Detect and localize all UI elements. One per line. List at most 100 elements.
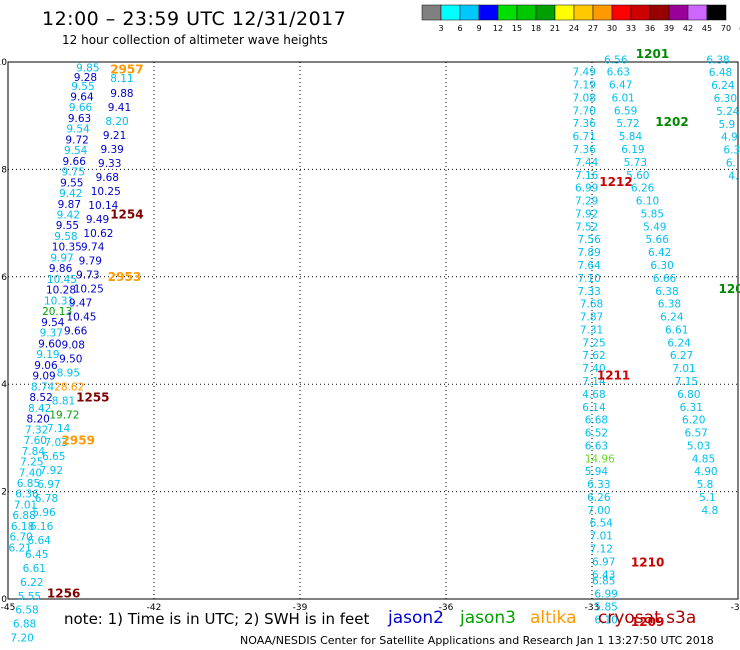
data-point-label: 7.70 bbox=[573, 105, 596, 117]
data-point-label: 7.14 bbox=[47, 423, 71, 435]
colorbar-swatch bbox=[478, 4, 499, 21]
data-point-label: 6.31 bbox=[680, 402, 703, 414]
x-tick-label: -33 bbox=[585, 603, 600, 613]
data-point-label: 5.96 bbox=[32, 507, 56, 519]
colorbar-swatch bbox=[459, 4, 480, 21]
data-point-label: 7.89 bbox=[577, 247, 600, 259]
data-point-label: 7.44 bbox=[575, 157, 599, 169]
data-point-label: 6.43 bbox=[592, 569, 615, 581]
colorbar-swatch bbox=[649, 4, 670, 21]
colorbar-swatch bbox=[687, 4, 708, 21]
data-point-label: 8.11 bbox=[110, 73, 133, 85]
data-point-label: 10.28 bbox=[46, 285, 76, 297]
colorbar-swatch bbox=[706, 4, 727, 21]
data-point-label: 6. bbox=[726, 157, 736, 169]
legend-altika: altika bbox=[530, 608, 577, 628]
data-point-label: 7.20 bbox=[10, 633, 33, 645]
data-point-label: 6.38 bbox=[658, 299, 681, 311]
footer-note: note: 1) Time is in UTC; 2) SWH is in fe… bbox=[64, 610, 370, 628]
data-point-label: 1254 bbox=[110, 208, 143, 222]
data-point-label: 7.32 bbox=[25, 424, 48, 436]
data-point-label: 6.21 bbox=[8, 542, 31, 554]
data-point-label: 8.95 bbox=[57, 367, 80, 379]
data-point-label: 1210 bbox=[631, 555, 664, 569]
data-point-label: 6.10 bbox=[636, 196, 659, 208]
data-point-label: 6.24 bbox=[660, 312, 684, 324]
data-point-label: 7.15 bbox=[675, 376, 698, 388]
data-point-label: 7.31 bbox=[580, 324, 603, 336]
data-point-label: 14.96 bbox=[585, 453, 615, 465]
data-point-label: 10.35 bbox=[52, 242, 82, 254]
data-point-label: 6.58 bbox=[15, 605, 38, 617]
data-point-label: 6.56 bbox=[604, 54, 628, 66]
data-point-label: 10.31 bbox=[44, 295, 74, 307]
colorbar-swatch bbox=[611, 4, 632, 21]
data-point-label: 7.64 bbox=[577, 260, 601, 272]
data-point-label: 6.24 bbox=[667, 337, 691, 349]
data-point-label: 9.74 bbox=[81, 242, 105, 254]
data-point-label: 10.25 bbox=[74, 284, 104, 296]
data-point-label: 2957 bbox=[110, 63, 143, 77]
colorbar-swatch bbox=[592, 4, 613, 21]
data-point-label: 7.16 bbox=[575, 170, 599, 182]
colorbar-label: 42 bbox=[683, 24, 693, 33]
x-tick-label: -39 bbox=[293, 603, 308, 613]
data-point-label: 7.68 bbox=[580, 299, 603, 311]
data-point-label: 7.01 bbox=[672, 363, 695, 375]
data-point-label: 28.62 bbox=[54, 381, 84, 393]
colorbar-label: 12 bbox=[493, 24, 503, 33]
data-point-label: 9.64 bbox=[70, 91, 94, 103]
colorbar-label: 6 bbox=[457, 24, 462, 33]
data-point-label: 9.33 bbox=[98, 158, 121, 170]
data-point-label: 7.36 bbox=[573, 144, 597, 156]
data-point-label: 4.68 bbox=[582, 389, 605, 401]
data-point-label: 1209 bbox=[631, 615, 664, 629]
y-tick-label: 8 bbox=[1, 165, 7, 175]
data-point-label: 5.49 bbox=[643, 221, 666, 233]
colorbar-label: (ft) bbox=[739, 24, 740, 33]
colorbar-label: 21 bbox=[550, 24, 560, 33]
data-point-label: 7.92 bbox=[40, 465, 63, 477]
data-point-label: 9.54 bbox=[64, 145, 88, 157]
data-point-label: 9.08 bbox=[62, 339, 85, 351]
colorbar-swatch bbox=[554, 4, 575, 21]
data-point-label: 5.73 bbox=[624, 157, 647, 169]
data-point-label: 9.06 bbox=[34, 360, 58, 372]
data-point-label: 10.45 bbox=[66, 312, 96, 324]
data-point-label: 6.54 bbox=[590, 518, 614, 530]
data-point-label: 6.26 bbox=[587, 492, 611, 504]
data-point-label: 7.01 bbox=[590, 531, 613, 543]
legend-jason2: jason2 bbox=[388, 608, 444, 628]
colorbar-label: 3 bbox=[438, 24, 443, 33]
x-tick-label: -45 bbox=[1, 603, 16, 613]
y-tick-label: 6 bbox=[1, 273, 7, 283]
x-tick-label: -30 bbox=[731, 603, 740, 613]
data-point-label: 9.47 bbox=[69, 298, 92, 310]
data-point-label: 6.99 bbox=[594, 589, 617, 601]
data-point-label: 9.50 bbox=[59, 353, 82, 365]
data-point-label: 7.60 bbox=[24, 435, 47, 447]
data-point-label: 10.14 bbox=[88, 200, 118, 212]
data-point-label: 5.84 bbox=[619, 131, 643, 143]
data-point-label: 9.41 bbox=[108, 102, 131, 114]
colorbar-swatch bbox=[516, 4, 537, 21]
data-point-label: 2953 bbox=[108, 270, 141, 284]
data-point-label: 6.45 bbox=[25, 549, 48, 561]
data-point-label: 5.94 bbox=[585, 466, 609, 478]
data-point-label: 7.19 bbox=[573, 80, 596, 92]
y-tick-label: 2 bbox=[1, 488, 7, 498]
data-point-label: 8.52 bbox=[29, 392, 52, 404]
data-point-label: 7.40 bbox=[19, 467, 42, 479]
data-point-label: 5.03 bbox=[687, 440, 710, 452]
colorbar-label: 9 bbox=[476, 24, 481, 33]
data-point-label: 6.88 bbox=[12, 510, 35, 522]
data-point-label: 6.57 bbox=[684, 428, 707, 440]
colorbar-label: 18 bbox=[531, 24, 541, 33]
colorbar-label: 30 bbox=[607, 24, 617, 33]
data-point-label: 6.22 bbox=[20, 577, 43, 589]
x-tick-label: -36 bbox=[439, 603, 454, 613]
data-point-label: 9.28 bbox=[74, 72, 97, 84]
legend-cryosat-s3a: cryosat s3a bbox=[598, 608, 697, 628]
data-point-label: 1201 bbox=[636, 47, 669, 61]
data-point-label: 6.65 bbox=[42, 451, 65, 463]
